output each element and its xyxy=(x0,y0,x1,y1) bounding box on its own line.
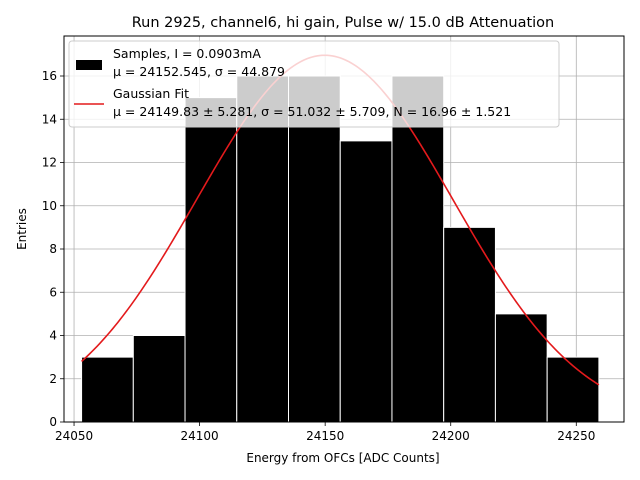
chart-title: Run 2925, channel6, hi gain, Pulse w/ 15… xyxy=(132,15,555,31)
y-tick-label: 10 xyxy=(42,199,57,213)
x-axis-label: Energy from OFCs [ADC Counts] xyxy=(246,451,439,465)
histogram-bar xyxy=(443,226,496,423)
legend-box xyxy=(68,40,560,128)
histogram-bar xyxy=(184,97,238,423)
y-tick-label: 16 xyxy=(42,69,57,83)
legend-fit-label: Gaussian Fit xyxy=(113,86,189,101)
legend-samples-label: Samples, I = 0.0903mA xyxy=(113,46,261,61)
histogram-bars xyxy=(81,75,600,423)
histogram-bar xyxy=(132,335,186,423)
legend-fit-stats: μ = 24149.83 ± 5.281, σ = 51.032 ± 5.709… xyxy=(113,104,511,119)
y-tick-label: 8 xyxy=(49,242,57,256)
y-tick-label: 14 xyxy=(42,112,57,126)
legend: Samples, I = 0.0903mA μ = 24152.545, σ =… xyxy=(68,40,560,128)
histogram-bar xyxy=(339,140,393,423)
y-axis-ticks: 0 2 4 6 8 10 12 14 16 xyxy=(42,69,64,429)
y-tick-label: 6 xyxy=(49,285,57,299)
histogram-bar xyxy=(288,75,341,423)
y-tick-label: 0 xyxy=(49,415,57,429)
x-tick-label: 24100 xyxy=(181,429,219,443)
x-axis-ticks: 24050 24100 24150 24200 24250 xyxy=(55,422,595,443)
x-tick-label: 24250 xyxy=(557,429,595,443)
histogram-bar xyxy=(494,313,548,423)
x-tick-label: 24150 xyxy=(306,429,344,443)
histogram-bar xyxy=(81,356,134,423)
histogram-bar xyxy=(546,356,600,423)
x-tick-label: 24200 xyxy=(432,429,470,443)
plot-frame xyxy=(63,35,625,423)
legend-samples-swatch xyxy=(76,60,102,70)
x-tick-label: 24050 xyxy=(55,429,93,443)
histogram-bar xyxy=(236,75,290,423)
histogram-bar xyxy=(391,75,445,423)
y-tick-label: 2 xyxy=(49,372,57,386)
legend-samples-stats: μ = 24152.545, σ = 44.879 xyxy=(113,64,285,79)
y-tick-label: 12 xyxy=(42,156,57,170)
y-axis-label: Entries xyxy=(15,208,29,250)
y-tick-label: 4 xyxy=(49,329,57,343)
